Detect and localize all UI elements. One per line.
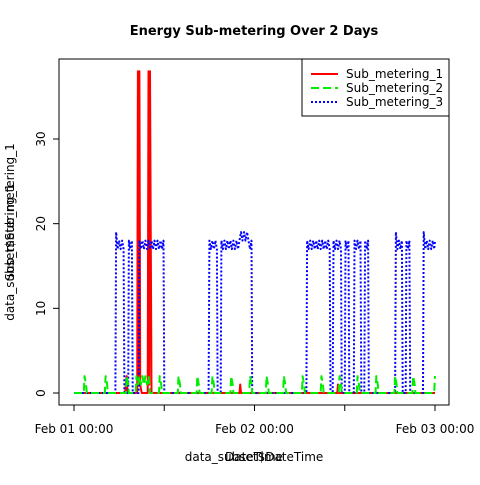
y-tick-label: 30 [34, 131, 48, 146]
x-tick-label: Feb 02 00:00 [215, 422, 294, 436]
y-tick-label: 0 [34, 389, 48, 397]
legend: Sub_metering_1 Sub_metering_2 Sub_meteri… [302, 59, 449, 116]
y-tick-label: 10 [34, 301, 48, 316]
x-axis-label: DateTime [225, 450, 283, 464]
legend-label: Sub_metering_2 [346, 81, 443, 95]
x-tick-label: Feb 01 00:00 [35, 422, 114, 436]
y-axis-label: Sub_metering_1 [3, 183, 17, 280]
chart-title: Energy Sub-metering Over 2 Days [130, 24, 379, 39]
legend-label: Sub_metering_3 [346, 95, 443, 109]
y-tick-label: 20 [34, 216, 48, 231]
x-tick-label: Feb 03 00:00 [396, 422, 475, 436]
legend-label: Sub_metering_1 [346, 67, 443, 81]
